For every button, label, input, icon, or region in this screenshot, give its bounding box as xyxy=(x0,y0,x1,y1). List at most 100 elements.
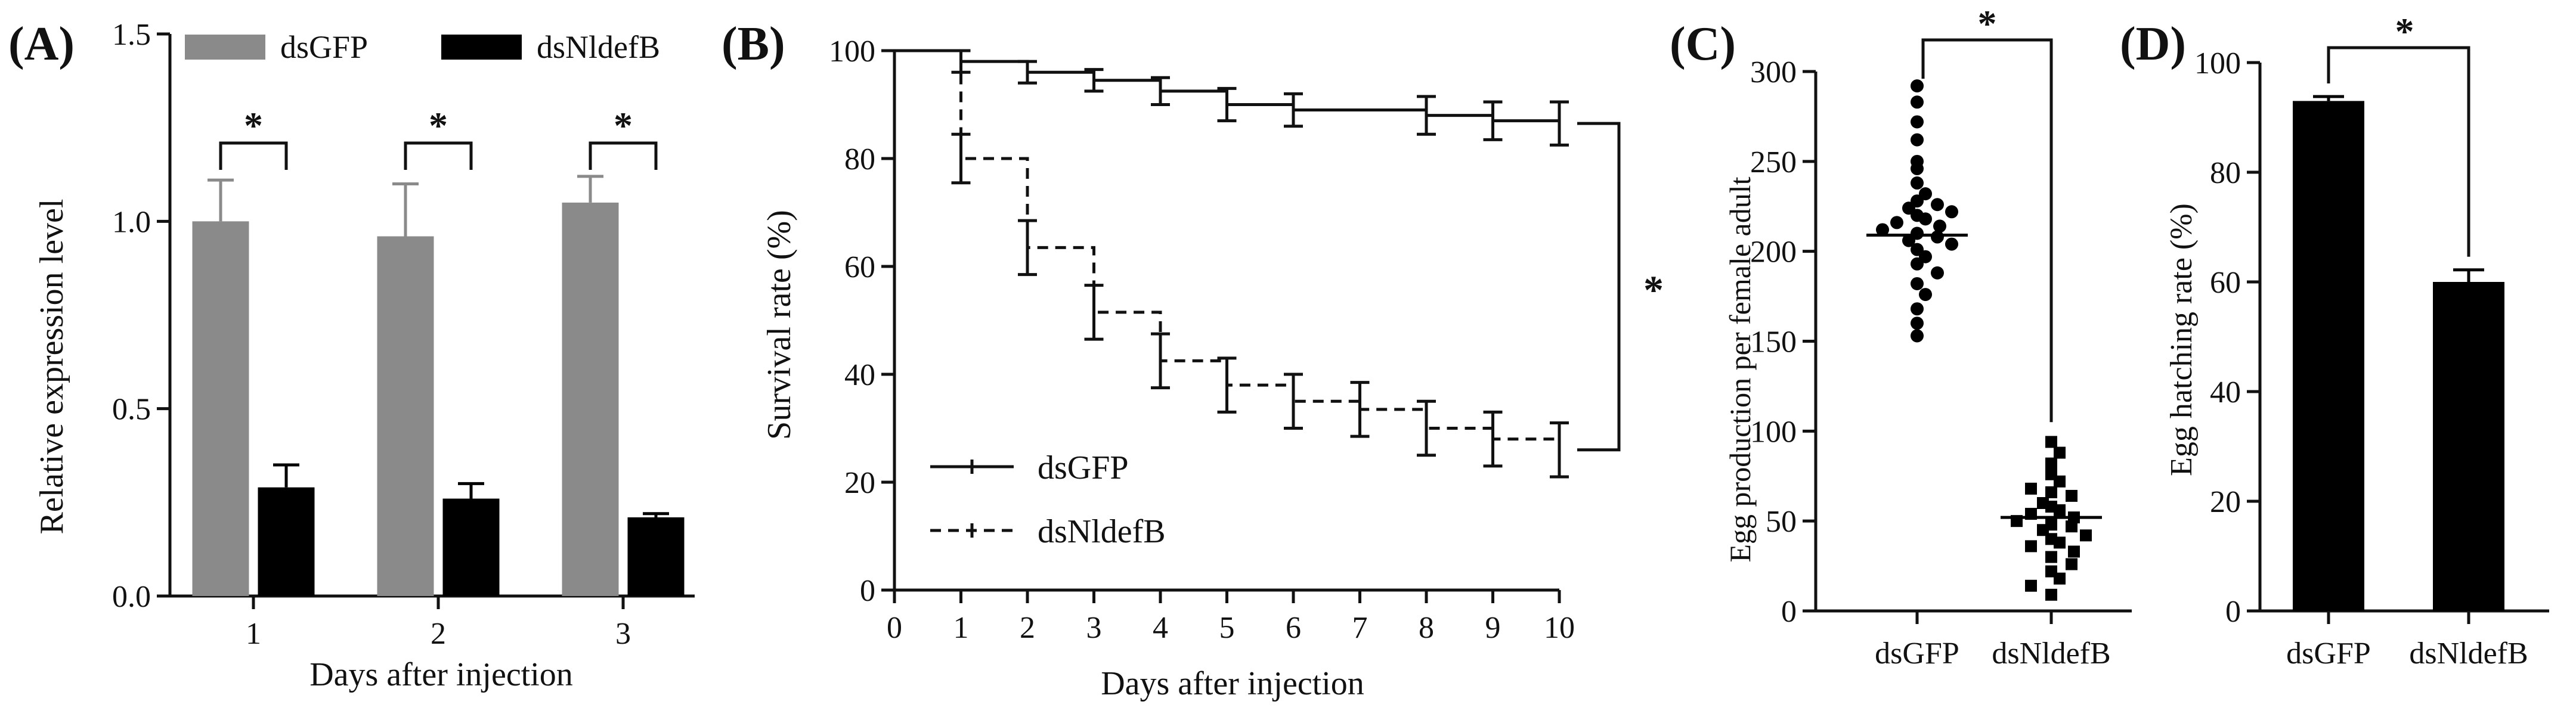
b-error-bar xyxy=(1550,421,1569,479)
a-x-tick-label: 2 xyxy=(431,617,446,651)
b-error-bar xyxy=(1550,100,1569,147)
c-data-point xyxy=(1911,115,1924,129)
c-data-point xyxy=(1911,162,1924,175)
d-y-tick-label: 80 xyxy=(2210,156,2241,190)
b-error-bar xyxy=(1417,399,1436,457)
a-bar xyxy=(377,236,434,597)
panel-label-c: (C) xyxy=(1670,18,1736,70)
a-y-tick-label: 0.0 xyxy=(112,580,151,614)
c-data-point xyxy=(2045,588,2057,601)
c-data-point xyxy=(2066,558,2077,570)
d-x-tick-label: dsNldefB xyxy=(2409,637,2528,671)
c-data-point xyxy=(2054,504,2066,517)
d-y-tick-label: 60 xyxy=(2210,266,2241,300)
b-error-bar xyxy=(1217,86,1237,123)
a-y-tick-label: 0.5 xyxy=(112,393,151,427)
a-x-tick-label: 1 xyxy=(246,617,261,651)
b-legend-label: dsNldefB xyxy=(1038,513,1166,550)
b-error-bar xyxy=(1483,410,1503,468)
c-data-point xyxy=(2045,486,2057,498)
b-y-tick-label: 80 xyxy=(844,142,875,176)
a-significance-bracket xyxy=(219,141,288,170)
a-legend-label: dsNldefB xyxy=(537,29,660,65)
c-data-point xyxy=(2066,520,2077,533)
d-y-tick-label: 20 xyxy=(2210,485,2241,519)
b-y-tick-label: 0 xyxy=(860,574,875,608)
d-y-tick-label: 100 xyxy=(2194,46,2241,80)
a-error-bar xyxy=(273,463,299,488)
c-data-point xyxy=(2054,536,2066,549)
c-data-point xyxy=(2025,579,2037,592)
b-error-bar xyxy=(1350,381,1370,438)
d-y-axis-title-left: Egg hatching rate (%) xyxy=(2165,203,2199,476)
c-data-point xyxy=(2045,436,2057,448)
c-data-point xyxy=(2045,457,2057,470)
d-bar xyxy=(2293,101,2364,611)
a-significance-star: * xyxy=(614,104,633,147)
c-data-point xyxy=(1919,288,1932,302)
a-bar xyxy=(258,487,315,596)
a-y-tick-label: 1.0 xyxy=(112,205,151,239)
b-x-tick-label: 2 xyxy=(1020,611,1035,645)
a-significance-bracket xyxy=(404,141,473,170)
c-significance-bracket xyxy=(1921,38,2053,423)
c-y-tick-label: 0 xyxy=(1781,595,1797,629)
a-x-axis-title: Days after injection xyxy=(309,656,573,693)
b-x-tick-label: 5 xyxy=(1219,611,1235,645)
c-data-point xyxy=(1911,79,1924,93)
a-bar xyxy=(192,221,249,596)
b-x-tick-label: 9 xyxy=(1485,611,1501,645)
c-data-point xyxy=(1911,329,1924,343)
b-x-tick-label: 6 xyxy=(1286,611,1301,645)
a-y-axis-title: Relative expression level xyxy=(33,199,70,535)
b-error-bar xyxy=(1018,60,1037,85)
c-data-point xyxy=(1911,176,1924,190)
b-error-bar xyxy=(1217,356,1237,414)
c-y-tick-label: 150 xyxy=(1750,325,1797,359)
b-x-tick-label: 3 xyxy=(1086,611,1102,645)
b-error-bar xyxy=(951,132,971,185)
d-error-bar xyxy=(2453,268,2484,282)
a-legend-label: dsGFP xyxy=(280,29,368,65)
c-data-point xyxy=(2025,482,2037,495)
b-y-tick-label: 20 xyxy=(844,466,875,500)
b-y-tick-label: 100 xyxy=(829,35,875,69)
b-error-bar xyxy=(1417,95,1436,136)
panel-a: 0.0 0.5 1.0 1.5 1 * 2 * 3 * dsGFP dsNldefB xyxy=(112,18,695,651)
a-error-bar xyxy=(458,482,484,499)
panel-label-b: (B) xyxy=(722,18,785,70)
c-x-tick-label: dsNldefB xyxy=(1992,637,2110,671)
a-legend-swatch xyxy=(441,35,522,60)
panel-c: 0 50 100 150 200 250 300 dsGFP dsNldefB * xyxy=(1750,2,2132,671)
d-x-tick-label: dsGFP xyxy=(2286,637,2371,671)
b-error-bar xyxy=(1151,76,1170,106)
b-error-bar xyxy=(1483,100,1503,141)
c-data-point xyxy=(1911,316,1924,330)
b-error-bar xyxy=(1084,68,1104,93)
c-data-point xyxy=(2054,572,2066,585)
d-significance-bracket xyxy=(2327,46,2470,257)
c-y-tick-label: 250 xyxy=(1750,145,1797,179)
d-error-bar xyxy=(2313,95,2344,101)
a-bar xyxy=(562,202,619,596)
b-error-bar xyxy=(1018,219,1037,277)
a-error-bar xyxy=(392,182,419,237)
b-error-bar xyxy=(1151,332,1170,390)
a-legend-swatch xyxy=(185,35,265,60)
a-error-bar xyxy=(208,178,234,222)
b-legend-label: dsGFP xyxy=(1038,449,1129,486)
b-x-tick-label: 10 xyxy=(1544,611,1575,645)
c-data-point xyxy=(1911,95,1924,109)
d-significance-star: * xyxy=(2395,10,2414,52)
c-data-point xyxy=(2045,551,2057,563)
a-bar xyxy=(442,498,500,596)
panel-d: 0 20 40 60 80 100 dsGFP dsNldefB * xyxy=(2194,10,2549,671)
c-data-point xyxy=(1890,216,1903,229)
c-data-point xyxy=(1931,198,1944,212)
c-data-point xyxy=(2080,529,2092,542)
c-data-point xyxy=(1933,219,1946,233)
a-bar xyxy=(627,517,685,596)
c-data-point xyxy=(1931,266,1944,280)
c-data-point xyxy=(1919,212,1932,226)
